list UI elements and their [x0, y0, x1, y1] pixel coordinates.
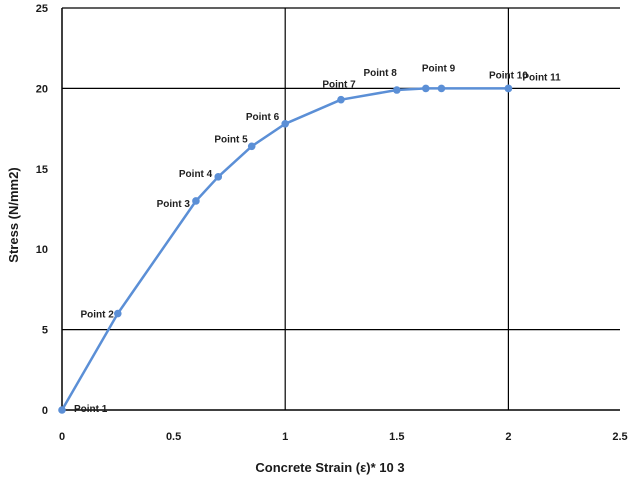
data-point-marker — [504, 84, 513, 93]
data-point-label: Point 8 — [363, 68, 397, 79]
data-point-marker — [192, 197, 200, 205]
data-point-marker — [114, 309, 122, 318]
data-point-marker — [58, 406, 66, 414]
data-point-label: Point 10 — [489, 70, 528, 81]
data-point-marker — [422, 84, 430, 93]
y-axis-title: Stress (N/mm2) — [6, 167, 21, 262]
data-point-label: Point 2 — [80, 310, 114, 321]
y-tick-label: 5 — [42, 325, 48, 337]
data-point-label: Point 5 — [214, 134, 248, 145]
data-point-label: Point 6 — [246, 112, 280, 123]
y-tick-label: 15 — [36, 164, 48, 176]
x-tick-labels: 0 0.5 1 1.5 2 2.5 — [59, 431, 628, 443]
data-point-label: Point 1 — [74, 404, 108, 415]
y-tick-label: 25 — [36, 3, 48, 15]
x-tick-label: 0.5 — [166, 431, 181, 443]
y-tick-label: 0 — [42, 405, 48, 417]
y-tick-labels: 0 5 10 15 20 25 — [36, 3, 48, 417]
grid — [62, 7, 620, 410]
point-labels: Point 1 Point 2 Point 3 Point 4 Point 5 Point… — [74, 63, 561, 415]
data-point-label: Point 7 — [322, 80, 356, 91]
data-point-label: Point 4 — [179, 169, 213, 180]
y-tick-label: 20 — [36, 83, 48, 95]
data-point-label: Point 11 — [522, 72, 561, 83]
x-tick-label: 2.5 — [612, 431, 627, 443]
data-point-marker — [281, 119, 290, 128]
y-tick-label: 10 — [36, 244, 48, 256]
data-point-marker — [337, 95, 345, 104]
data-point-marker — [214, 173, 223, 181]
series-markers — [58, 84, 513, 414]
x-tick-label: 1 — [282, 431, 288, 443]
x-axis-title: Concrete Strain (ε)* 10 3 — [255, 460, 404, 475]
data-point-label: Point 9 — [422, 63, 456, 74]
axes — [61, 8, 620, 411]
x-tick-label: 1.5 — [389, 431, 404, 443]
data-point-marker — [437, 84, 446, 93]
data-point-marker — [247, 142, 256, 151]
x-tick-label: 2 — [505, 431, 511, 443]
data-point-label: Point 3 — [157, 199, 191, 210]
x-tick-label: 0 — [59, 431, 65, 443]
data-point-marker — [393, 86, 401, 94]
